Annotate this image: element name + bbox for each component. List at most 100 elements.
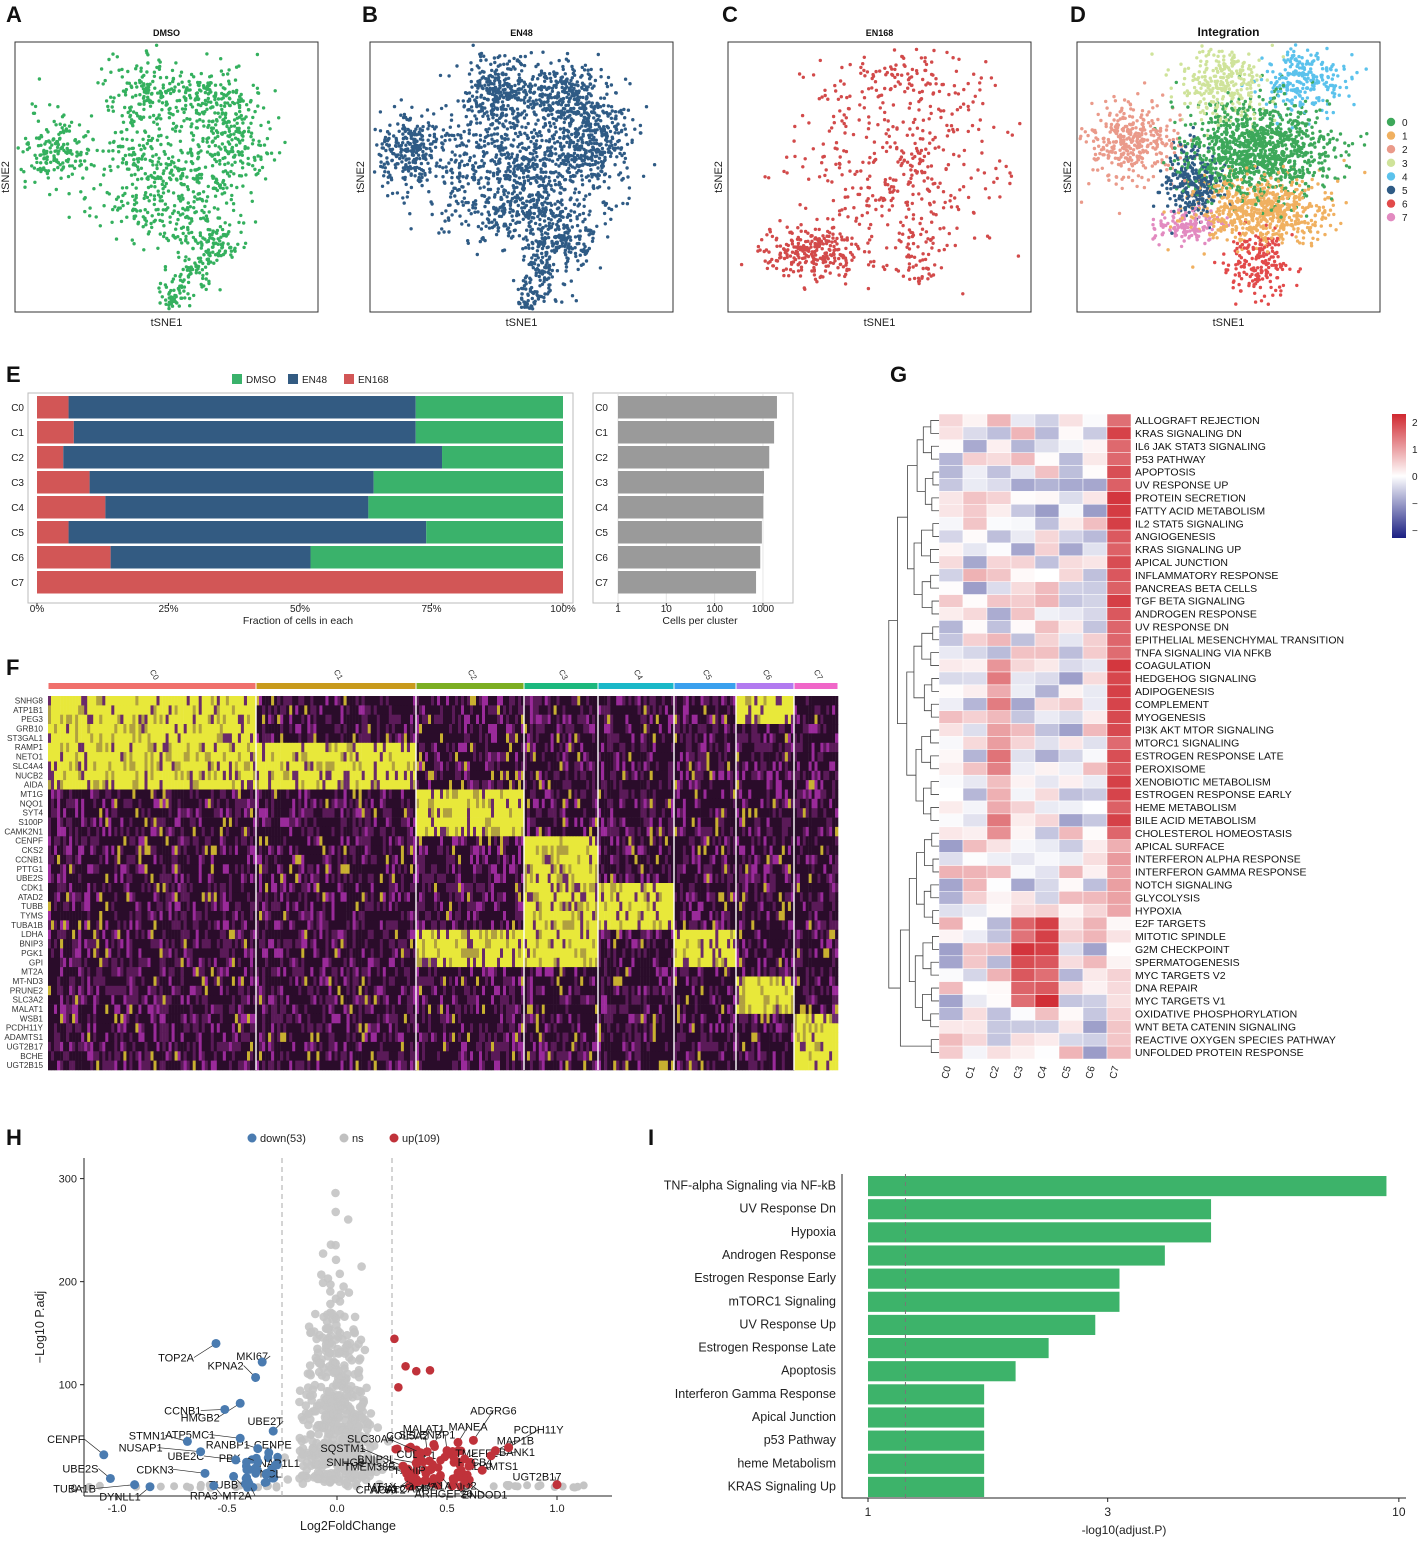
cell-point [515,58,520,62]
cell-point [50,143,54,147]
cell-point [809,234,813,238]
cell-point [836,97,841,102]
cell-point [116,195,121,199]
cell-point [202,124,206,128]
cell-point [561,158,565,163]
cell-point [95,148,99,153]
cell-point [169,87,174,91]
cell-point [493,193,497,197]
cell-point [216,251,220,255]
cell-point [504,113,508,118]
cell-point [492,56,497,60]
cell-point [109,168,113,173]
cell-point [812,273,817,277]
cell-point [955,108,960,112]
cell-point [569,218,573,223]
cell-point [883,267,887,272]
cell-point [382,162,386,166]
cell-point [934,82,938,86]
cell-point [219,235,223,239]
cell-point [211,131,215,135]
cell-point [785,253,789,257]
cell-point [517,176,522,180]
cell-point [171,277,176,281]
cell-point [75,150,79,154]
cell-point [103,78,107,83]
cell-point [496,187,500,191]
cell-point [833,83,837,88]
cell-point [481,114,485,119]
cell-point [542,219,547,223]
cell-point [585,249,590,253]
cell-point [548,170,553,174]
cell-point [610,120,615,125]
cell-point [589,129,594,133]
cell-point [171,155,175,159]
cell-point [866,263,871,267]
cell-point [553,228,558,232]
cell-point [170,68,175,73]
cell-point [207,144,211,149]
cell-point [503,54,507,58]
cell-point [828,248,832,252]
cell-point [796,253,800,258]
cell-point [923,59,927,64]
cell-point [1008,171,1012,175]
cell-point [441,175,445,179]
cell-point [216,207,220,211]
cell-point [867,87,871,91]
cell-point [932,48,936,53]
cell-point [843,187,848,192]
cell-point [1322,145,1326,150]
cell-point [467,131,471,136]
cell-point [538,217,542,222]
cell-point [421,149,425,154]
cell-point [840,65,844,70]
cell-point [530,193,534,197]
cell-point [575,164,580,168]
cell-point [379,164,383,169]
cell-point [894,63,898,67]
cell-point [471,163,475,168]
cell-point [505,127,510,131]
cell-point [609,151,613,155]
cell-point [837,273,841,277]
cell-point [406,169,411,173]
cell-point [155,138,160,142]
cell-point [890,67,894,71]
cell-point [226,161,230,165]
cell-point [609,217,613,221]
cell-point [601,200,605,205]
cell-point [823,256,827,260]
cell-point [558,136,562,140]
cell-point [889,198,893,203]
cell-point [918,259,922,263]
cell-point [548,76,553,81]
cell-point [194,97,198,101]
cell-point [893,141,897,145]
cell-point [575,102,580,107]
cell-point [923,257,928,262]
cell-point [116,144,121,149]
cell-point [534,131,538,136]
cell-point [915,126,920,130]
cell-point [149,173,153,178]
cell-point [602,103,606,108]
cell-point [458,171,462,175]
cell-point [409,173,413,177]
cell-point [506,137,510,141]
cell-point [505,173,509,178]
cell-point [504,156,508,160]
cell-point [256,91,260,95]
cell-point [401,196,405,200]
cell-point [528,280,532,285]
cell-point [61,129,66,133]
cell-point [152,70,157,74]
cell-point [1172,128,1176,133]
cell-point [161,83,165,87]
cell-point [579,75,583,79]
cell-point [521,85,526,89]
cell-point [240,138,245,142]
cell-point [216,97,221,101]
cell-point [535,249,540,253]
